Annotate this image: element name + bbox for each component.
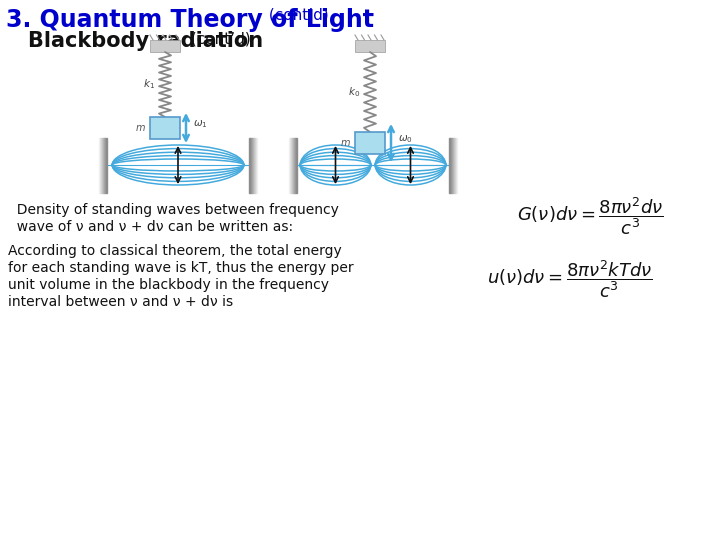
FancyBboxPatch shape: [150, 40, 180, 52]
Bar: [255, 138, 256, 192]
Bar: [99, 138, 100, 192]
Bar: [289, 138, 290, 192]
Bar: [294, 138, 295, 192]
Text: Blackbody radiation: Blackbody radiation: [28, 31, 263, 51]
Text: (cont’d): (cont’d): [186, 31, 251, 46]
Bar: [100, 138, 101, 192]
Bar: [450, 138, 451, 192]
Text: Density of standing waves between frequency: Density of standing waves between freque…: [8, 203, 339, 217]
Bar: [102, 138, 103, 192]
Bar: [150, 117, 180, 139]
Bar: [290, 138, 291, 192]
Bar: [455, 138, 456, 192]
Bar: [292, 138, 293, 192]
Bar: [456, 138, 457, 192]
Bar: [449, 138, 450, 192]
Bar: [105, 138, 106, 192]
Text: m: m: [135, 123, 145, 133]
Bar: [250, 138, 251, 192]
Bar: [452, 138, 453, 192]
Text: interval between ν and ν + dν is: interval between ν and ν + dν is: [8, 295, 233, 309]
Text: $\omega_0$: $\omega_0$: [398, 133, 413, 145]
Bar: [253, 138, 254, 192]
Text: (cont’d): (cont’d): [264, 8, 329, 23]
Text: 3. Quantum Theory of Light: 3. Quantum Theory of Light: [6, 8, 374, 32]
Bar: [293, 138, 294, 192]
Bar: [249, 138, 250, 192]
Bar: [453, 138, 454, 192]
FancyBboxPatch shape: [355, 40, 385, 52]
Bar: [296, 138, 297, 192]
Text: According to classical theorem, the total energy: According to classical theorem, the tota…: [8, 244, 342, 258]
Text: $u(\nu)d\nu = \dfrac{8\pi\nu^2 kT d\nu}{c^3}$: $u(\nu)d\nu = \dfrac{8\pi\nu^2 kT d\nu}{…: [487, 258, 653, 300]
Text: $G(\nu)d\nu = \dfrac{8\pi\nu^2 d\nu}{c^3}$: $G(\nu)d\nu = \dfrac{8\pi\nu^2 d\nu}{c^3…: [517, 195, 663, 237]
Text: unit volume in the blackbody in the frequency: unit volume in the blackbody in the freq…: [8, 278, 329, 292]
Bar: [254, 138, 255, 192]
Text: for each standing wave is kT, thus the energy per: for each standing wave is kT, thus the e…: [8, 261, 354, 275]
Text: $\omega_1$: $\omega_1$: [193, 118, 207, 130]
Text: m: m: [341, 138, 350, 148]
Bar: [291, 138, 292, 192]
Bar: [454, 138, 455, 192]
Bar: [451, 138, 452, 192]
Bar: [295, 138, 296, 192]
Bar: [251, 138, 252, 192]
Bar: [355, 132, 385, 154]
Bar: [106, 138, 107, 192]
Text: wave of ν and ν + dν can be written as:: wave of ν and ν + dν can be written as:: [8, 220, 293, 234]
Bar: [252, 138, 253, 192]
Bar: [103, 138, 104, 192]
Text: $k_0$: $k_0$: [348, 85, 360, 99]
Bar: [104, 138, 105, 192]
Text: $k_1$: $k_1$: [143, 78, 155, 91]
Bar: [256, 138, 257, 192]
Bar: [101, 138, 102, 192]
